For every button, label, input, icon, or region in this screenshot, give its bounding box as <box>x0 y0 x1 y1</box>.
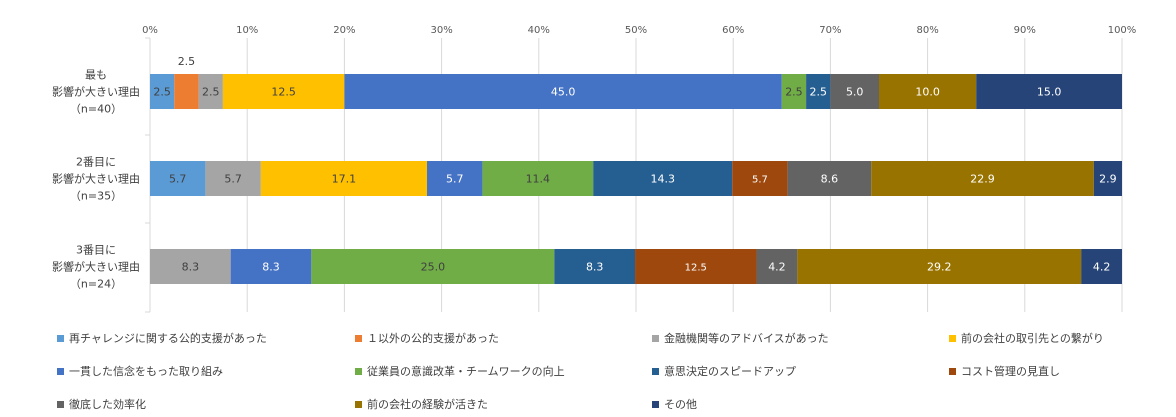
bar-segment <box>1081 249 1122 284</box>
data-label: 12.5 <box>685 263 707 274</box>
data-label: 11.4 <box>526 173 551 186</box>
data-label: 5.7 <box>169 173 187 186</box>
bar-segment <box>150 161 206 196</box>
data-label: 2.5 <box>785 86 803 99</box>
bar-segment <box>344 74 782 109</box>
bar-segment <box>311 249 555 284</box>
bar-segment <box>976 74 1122 109</box>
bar-segment <box>797 249 1082 284</box>
bar-segment <box>806 74 831 109</box>
data-label: 25.0 <box>421 261 446 274</box>
data-label: 15.0 <box>1037 86 1062 99</box>
data-label: 5.7 <box>446 173 464 186</box>
data-label-outside: 2.5 <box>178 55 196 68</box>
data-label: 4.2 <box>768 261 786 274</box>
category-label: 影響が大きい理由 <box>52 172 140 186</box>
bar-segment <box>260 161 428 196</box>
bar-segment <box>150 74 175 109</box>
bar-segment <box>732 161 788 196</box>
bar-segment <box>230 249 312 284</box>
data-label: 45.0 <box>551 86 576 99</box>
category-label: （n=40） <box>70 103 122 116</box>
bar-segment <box>879 74 977 109</box>
data-label: 2.5 <box>153 86 171 99</box>
data-label: 17.1 <box>332 173 357 186</box>
data-label: 10.0 <box>915 86 940 99</box>
x-tick-label: 100% <box>1108 25 1137 36</box>
data-label: 8.3 <box>262 261 280 274</box>
data-label: 2.9 <box>1099 173 1117 186</box>
data-label: 29.2 <box>927 261 952 274</box>
data-label: 5.7 <box>224 173 242 186</box>
x-tick-label: 70% <box>819 25 841 36</box>
bar-segment <box>205 161 261 196</box>
bar-segment <box>635 249 757 284</box>
bar-segment <box>830 74 879 109</box>
x-tick-label: 10% <box>236 25 258 36</box>
data-label: 2.5 <box>810 86 828 99</box>
bar-segment <box>1093 161 1122 196</box>
bar-segment <box>150 249 231 284</box>
bar-segment <box>756 249 798 284</box>
bar-segment <box>593 161 733 196</box>
x-tick-label: 0% <box>142 25 158 36</box>
x-tick-label: 90% <box>1014 25 1036 36</box>
bar-segment <box>554 249 636 284</box>
bar-segment <box>871 161 1094 196</box>
bar-segment <box>198 74 223 109</box>
data-label: 5.0 <box>846 86 864 99</box>
bar-segment <box>482 161 594 196</box>
data-label: 8.3 <box>182 261 200 274</box>
category-label: 影響が大きい理由 <box>52 85 140 99</box>
data-label: 4.2 <box>1093 261 1111 274</box>
category-label: 影響が大きい理由 <box>52 260 140 274</box>
data-label: 2.5 <box>202 86 220 99</box>
data-label: 14.3 <box>650 173 675 186</box>
bar-segment <box>222 74 345 109</box>
x-tick-label: 40% <box>528 25 550 36</box>
data-label: 8.3 <box>586 261 604 274</box>
x-tick-label: 20% <box>333 25 355 36</box>
category-label: （n=24） <box>70 278 122 291</box>
data-label: 8.6 <box>821 173 839 186</box>
category-label: 最も <box>85 69 107 82</box>
bar-segment <box>781 74 807 109</box>
bar-segment <box>787 161 872 196</box>
category-label: 3番目に <box>76 244 116 257</box>
data-label: 5.7 <box>752 175 768 186</box>
x-tick-label: 50% <box>625 25 647 36</box>
category-label: （n=35） <box>70 190 122 203</box>
data-label: 12.5 <box>271 86 296 99</box>
bar-segment <box>174 74 199 109</box>
category-label: 2番目に <box>76 156 116 169</box>
data-label: 22.9 <box>970 173 995 186</box>
x-tick-label: 60% <box>722 25 744 36</box>
x-tick-label: 30% <box>430 25 452 36</box>
x-tick-label: 80% <box>916 25 938 36</box>
bar-segment <box>427 161 483 196</box>
